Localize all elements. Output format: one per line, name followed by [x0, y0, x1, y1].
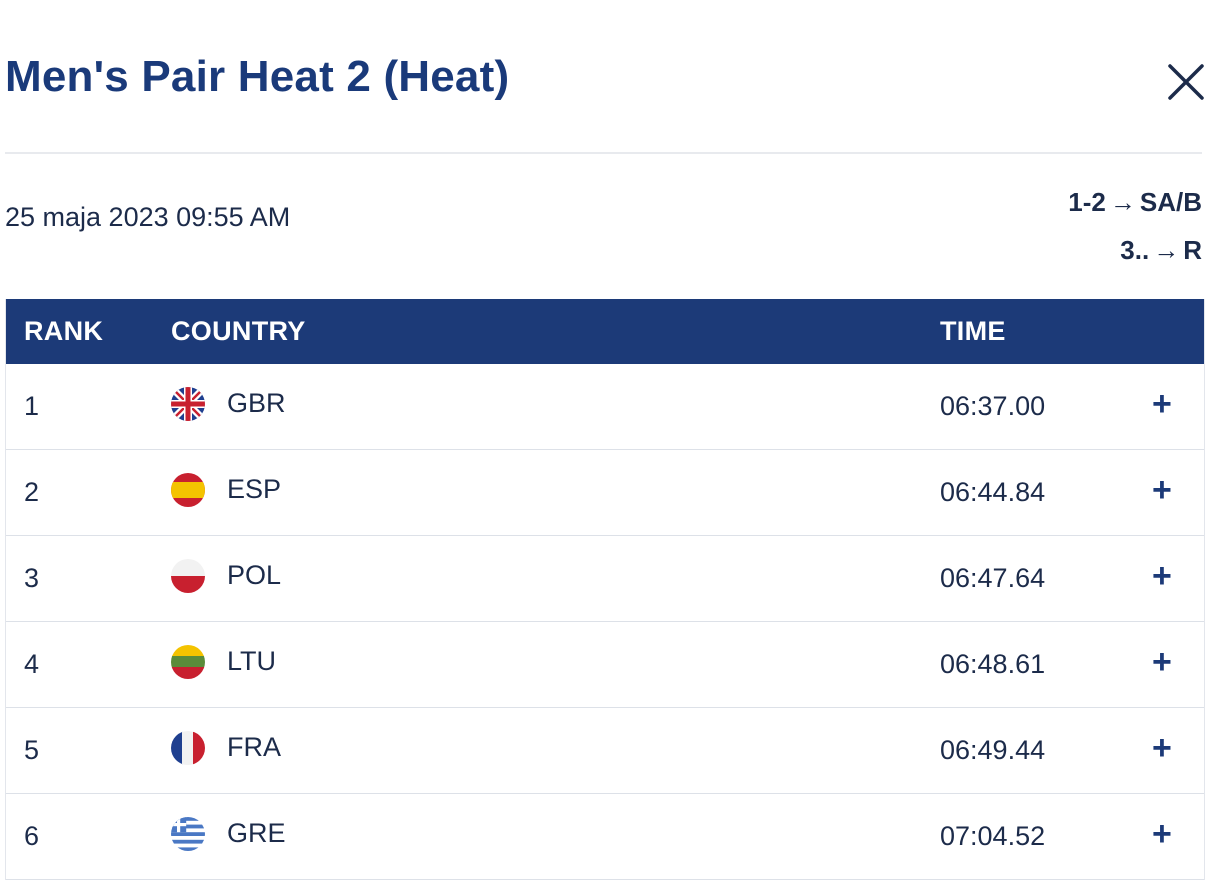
column-header-country: COUNTRY — [171, 316, 306, 346]
column-header-rank: RANK — [24, 316, 104, 346]
country-code: ESP — [227, 474, 282, 504]
flag-ltu-icon — [171, 644, 205, 679]
time-cell: 06:49.44 — [940, 735, 1046, 765]
progression-from: 3.. — [1120, 235, 1150, 265]
close-button[interactable] — [1162, 58, 1210, 106]
flag-fra-icon — [171, 730, 205, 765]
arrow-right-icon: → — [1109, 187, 1136, 217]
flag-gre-icon — [171, 816, 205, 851]
arrow-right-icon: → — [1153, 235, 1180, 265]
table-header: RANK COUNTRY TIME — [6, 299, 1204, 364]
country-code: GBR — [227, 388, 286, 418]
time-cell: 06:37.00 — [940, 391, 1046, 421]
header-divider — [5, 152, 1202, 154]
page-title: Men's Pair Heat 2 (Heat) — [5, 52, 510, 101]
progression-rule: 3.. → R — [1068, 226, 1202, 274]
expand-row-button[interactable]: + — [1152, 385, 1172, 423]
country-code: LTU — [227, 646, 277, 676]
rank-cell: 5 — [24, 735, 40, 765]
table-row[interactable]: 1 GBR 06:37.00 — [6, 364, 1204, 450]
country-cell: ESP — [171, 450, 281, 535]
table-row[interactable]: 3 POL 06:47.64 + — [6, 536, 1204, 622]
progression-to: R — [1183, 235, 1202, 265]
rank-cell: 2 — [24, 477, 40, 507]
country-code: FRA — [227, 732, 281, 762]
expand-row-button[interactable]: + — [1152, 557, 1172, 595]
flag-esp-icon — [171, 472, 205, 507]
progression-from: 1-2 — [1068, 187, 1106, 217]
results-table: RANK COUNTRY TIME 1 — [5, 299, 1205, 880]
expand-row-button[interactable]: + — [1152, 471, 1172, 509]
country-code: GRE — [227, 818, 286, 848]
flag-pol-icon — [171, 558, 205, 593]
progression-rules: 1-2 → SA/B 3.. → R — [1068, 178, 1202, 274]
table-row[interactable]: 6 GRE 07:04.52 — [6, 794, 1204, 880]
rank-cell: 4 — [24, 649, 40, 679]
country-cell: GRE — [171, 794, 286, 879]
time-cell: 06:48.61 — [940, 649, 1046, 679]
time-cell: 06:44.84 — [940, 477, 1046, 507]
time-cell: 06:47.64 — [940, 563, 1046, 593]
race-datetime: 25 maja 2023 09:55 AM — [5, 202, 291, 232]
time-cell: 07:04.52 — [940, 821, 1046, 851]
table-row[interactable]: 5 FRA 06:49.44 + — [6, 708, 1204, 794]
column-header-time: TIME — [940, 316, 1006, 346]
rank-cell: 3 — [24, 563, 40, 593]
expand-row-button[interactable]: + — [1152, 643, 1172, 681]
progression-to: SA/B — [1139, 187, 1202, 217]
rank-cell: 1 — [24, 391, 40, 421]
country-cell: FRA — [171, 708, 281, 793]
table-row[interactable]: 4 LTU 06:48.61 + — [6, 622, 1204, 708]
close-icon — [1168, 64, 1204, 100]
progression-rule: 1-2 → SA/B — [1068, 178, 1202, 226]
country-cell: POL — [171, 536, 281, 621]
flag-gbr-icon — [171, 386, 205, 421]
country-cell: GBR — [171, 364, 286, 449]
expand-row-button[interactable]: + — [1152, 815, 1172, 853]
expand-row-button[interactable]: + — [1152, 729, 1172, 767]
table-row[interactable]: 2 ESP 06:44.84 + — [6, 450, 1204, 536]
rank-cell: 6 — [24, 821, 40, 851]
country-code: POL — [227, 560, 282, 590]
country-cell: LTU — [171, 622, 276, 707]
